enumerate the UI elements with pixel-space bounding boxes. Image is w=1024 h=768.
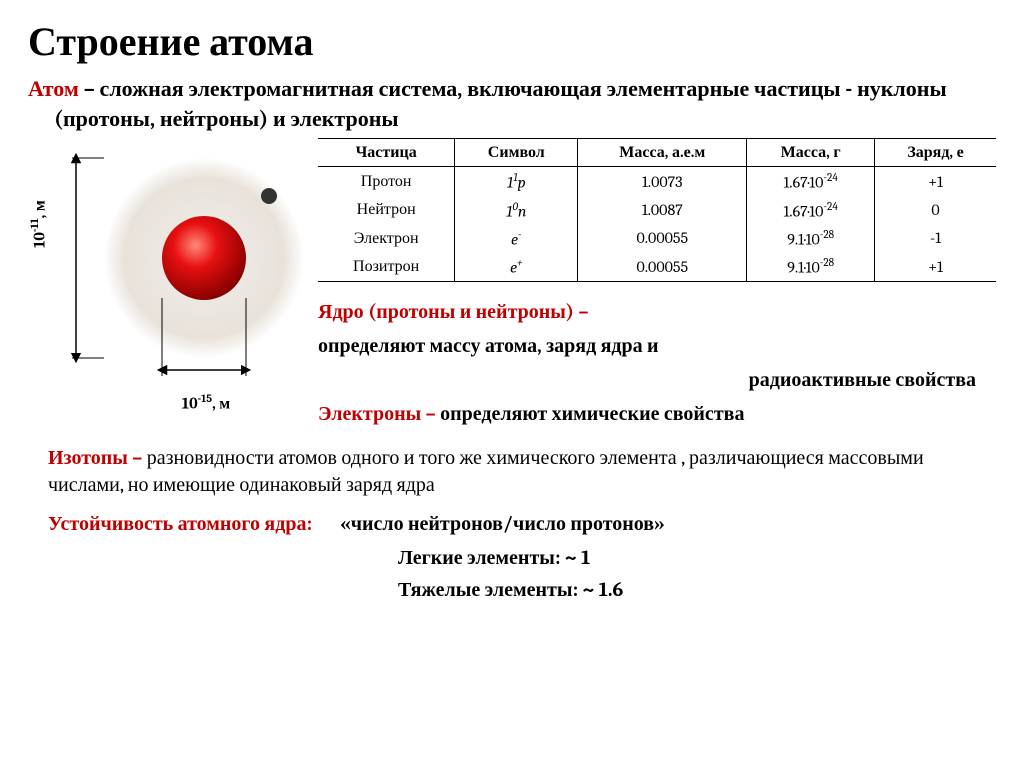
electrons-lead: Электроны –	[318, 402, 440, 425]
electrons-text: определяют химические свойства	[440, 402, 744, 425]
particles-table: Частица Символ Масса, а.е.м Масса, г Зар…	[318, 138, 996, 281]
isotopes-text: разновидности атомов одного и того же хи…	[48, 446, 924, 496]
col-charge: Заряд, е	[875, 139, 996, 167]
nucleus-line2: радиоактивные свойства	[318, 366, 996, 394]
stability-lead: Устойчивость атомного ядра:	[48, 512, 312, 536]
col-mass-amu: Масса, а.е.м	[578, 139, 747, 167]
dimension-vertical-label: 10-11, м	[28, 201, 49, 249]
light-elements: Легкие элементы: ~ 1	[398, 546, 996, 570]
stability-row: Устойчивость атомного ядра: «число нейтр…	[28, 512, 996, 536]
table-row: Электрон e- 0.00055 9.1·10-28 -1	[318, 224, 996, 252]
heavy-elements: Тяжелые элементы: ~ 1.6	[398, 578, 996, 602]
definition-text: – сложная электромагнитная система, вклю…	[54, 76, 947, 132]
table-row: Протон 11p 1.0073 1.67·10-24 +1	[318, 167, 996, 196]
table-header-row: Частица Символ Масса, а.е.м Масса, г Зар…	[318, 139, 996, 167]
table-row: Позитрон e+ 0.00055 9.1·10-28 +1	[318, 252, 996, 281]
stability-values: Легкие элементы: ~ 1 Тяжелые элементы: ~…	[28, 546, 996, 602]
isotopes-paragraph: Изотопы – разновидности атомов одного и …	[28, 444, 996, 498]
atom-definition: Атом – сложная электромагнитная система,…	[28, 75, 996, 134]
col-particle: Частица	[318, 139, 455, 167]
nucleus-lead: Ядро (протоны и нейтроны) –	[318, 300, 588, 323]
col-symbol: Символ	[455, 139, 578, 167]
page-title: Строение атома	[28, 18, 996, 65]
atom-svg	[64, 138, 314, 418]
stability-ratio: «число нейтронов/число протонов»	[340, 512, 665, 536]
notes-block: Ядро (протоны и нейтроны) – определяют м…	[318, 298, 996, 428]
dimension-horizontal-label: 10-15, м	[64, 392, 318, 413]
atom-diagram: 10-11, м	[28, 138, 318, 413]
col-mass-g: Масса, г	[747, 139, 875, 167]
isotopes-lead: Изотопы –	[48, 446, 147, 469]
definition-term: Атом	[28, 76, 79, 102]
table-row: Нейтрон 10n 1.0087 1.67·10-24 0	[318, 196, 996, 224]
nucleus-line1: определяют массу атома, заряд ядра и	[318, 332, 996, 360]
